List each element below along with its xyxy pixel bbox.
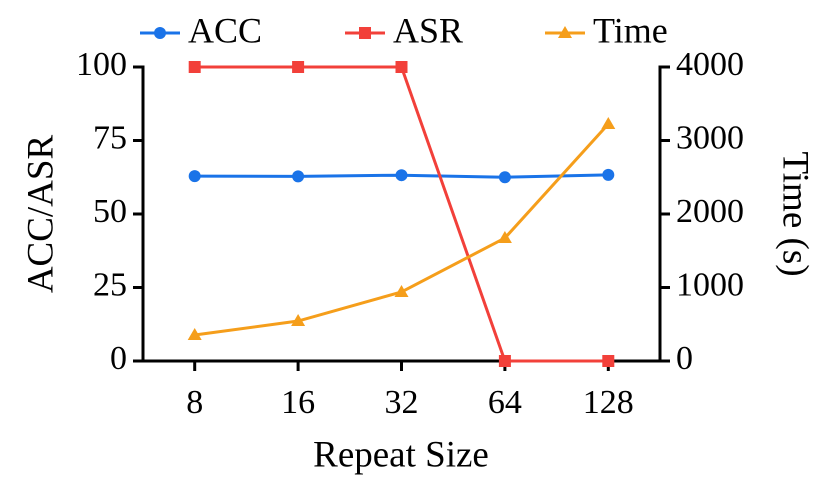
legend-label: ACC xyxy=(188,10,262,50)
x-tick-label: 128 xyxy=(583,384,634,421)
x-tick-label: 64 xyxy=(488,384,522,421)
x-tick-label: 16 xyxy=(281,384,315,421)
legend-marker xyxy=(154,27,166,39)
y2-tick-label: 2000 xyxy=(676,193,744,230)
y-tick-label: 50 xyxy=(93,193,127,230)
legend-label: Time xyxy=(593,10,668,50)
x-tick-label: 8 xyxy=(186,384,203,421)
marker xyxy=(188,170,201,183)
x-axis-title: Repeat Size xyxy=(313,434,489,475)
legend-marker xyxy=(558,26,572,38)
y-tick-label: 100 xyxy=(76,46,127,83)
y2-tick-label: 3000 xyxy=(676,119,744,156)
y-tick-label: 0 xyxy=(110,340,127,377)
y-tick-label: 25 xyxy=(93,266,127,303)
y-axis-title: ACC/ASR xyxy=(20,135,61,294)
marker xyxy=(602,355,615,367)
marker xyxy=(395,169,408,182)
marker xyxy=(292,170,305,183)
legend-marker xyxy=(359,27,371,39)
marker xyxy=(292,61,305,73)
marker xyxy=(601,117,616,130)
marker xyxy=(394,284,409,297)
legend-label: ASR xyxy=(393,10,463,50)
y2-tick-label: 1000 xyxy=(676,266,744,303)
x-tick-label: 32 xyxy=(385,384,419,421)
y-tick-label: 75 xyxy=(93,119,127,156)
marker xyxy=(395,61,408,73)
marker xyxy=(497,231,512,244)
y2-tick-label: 0 xyxy=(676,340,693,377)
y2-axis-title: Time (s) xyxy=(775,151,816,276)
y2-tick-label: 4000 xyxy=(676,46,744,83)
marker xyxy=(188,61,201,73)
line xyxy=(194,65,609,363)
line xyxy=(194,123,610,337)
marker xyxy=(498,171,511,184)
marker xyxy=(291,314,306,327)
marker xyxy=(602,168,615,181)
marker xyxy=(498,355,511,367)
marker xyxy=(187,327,202,340)
